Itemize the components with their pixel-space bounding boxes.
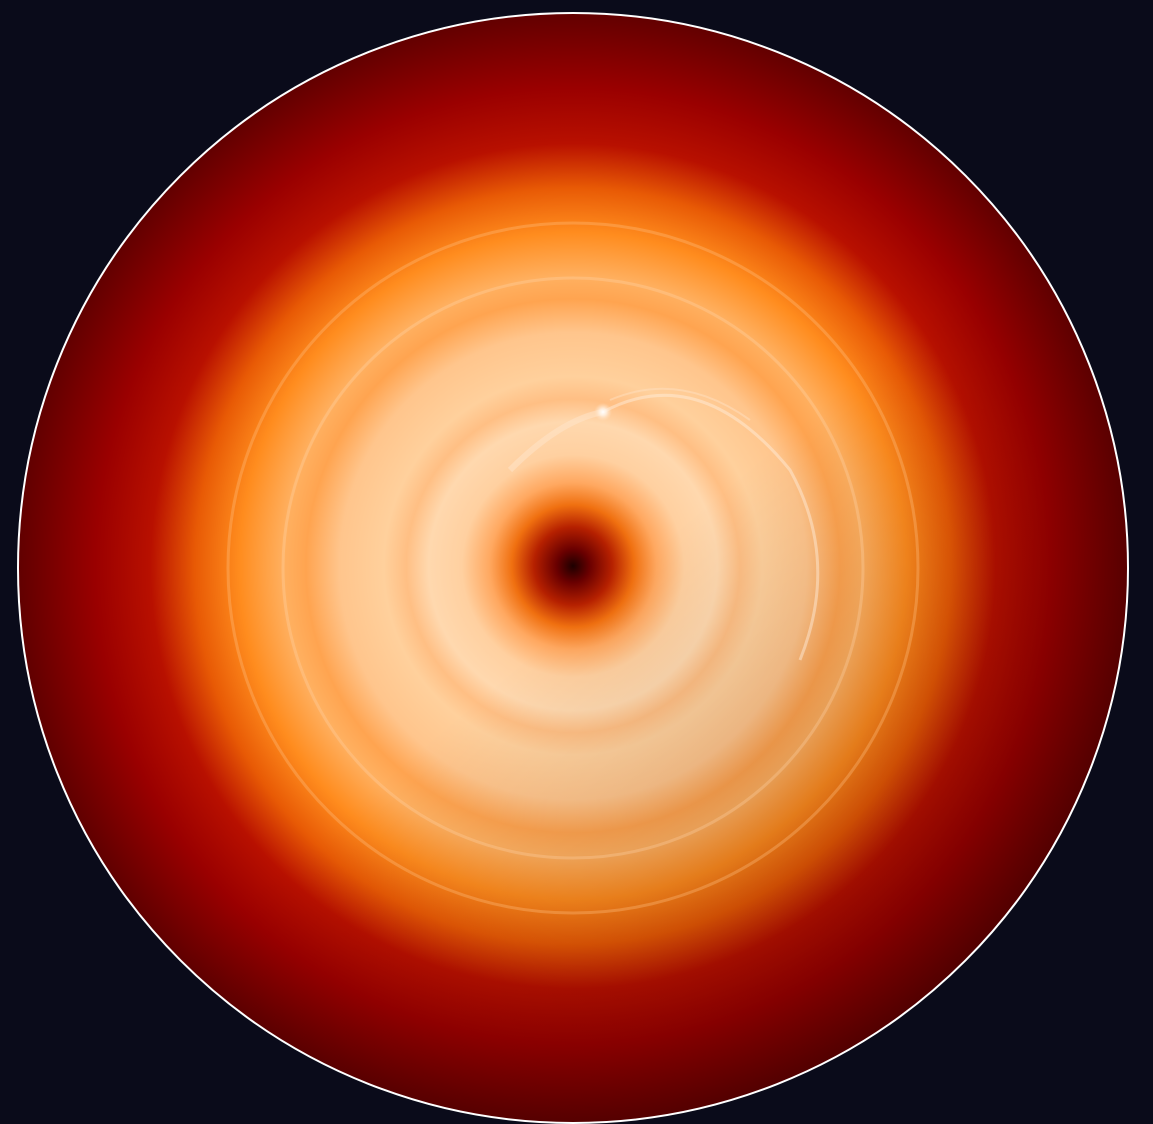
spiral-arm <box>507 409 604 473</box>
ring <box>281 276 865 860</box>
planet <box>594 403 612 421</box>
ring <box>226 221 920 915</box>
disk-outline <box>17 12 1129 1124</box>
spiral-arm <box>602 393 820 661</box>
spiral-arm <box>609 387 751 421</box>
